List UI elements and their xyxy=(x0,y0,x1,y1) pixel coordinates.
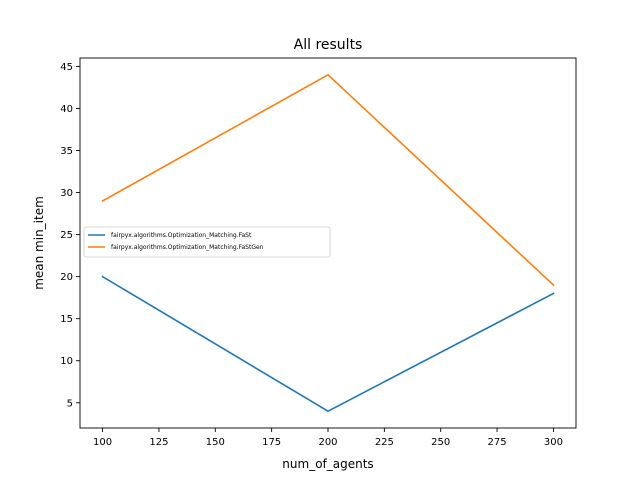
y-tick-label: 5 xyxy=(67,398,73,409)
legend-label-1: fairpyx.algorithms.Optimization_Matching… xyxy=(111,232,252,239)
legend: fairpyx.algorithms.Optimization_Matching… xyxy=(83,226,331,258)
y-tick-label: 15 xyxy=(60,314,73,325)
chart-title: All results xyxy=(294,37,363,53)
y-tick-label: 45 xyxy=(60,62,73,73)
x-tick-label: 225 xyxy=(375,437,394,448)
y-tick-label: 10 xyxy=(60,356,73,367)
x-axis-label: num_of_agents xyxy=(282,457,373,471)
series-line-1 xyxy=(101,275,555,412)
legend-label-2: fairpyx.algorithms.Optimization_Matching… xyxy=(111,244,264,251)
x-tick-label: 175 xyxy=(262,437,281,448)
y-tick-label: 25 xyxy=(60,230,73,241)
y-axis-label: mean min_item xyxy=(32,196,46,290)
x-tick-label: 200 xyxy=(318,437,337,448)
x-tick-label: 275 xyxy=(488,437,507,448)
x-tick-label: 125 xyxy=(149,437,168,448)
x-tick-label: 250 xyxy=(431,437,450,448)
x-tick-label: 300 xyxy=(544,437,563,448)
plot-area: 100 125 150 175 200 225 250 275 300 5 10 15 20 25 30 35… xyxy=(60,57,577,448)
legend-box xyxy=(83,226,331,258)
x-tick-label: 150 xyxy=(206,437,225,448)
y-tick-label: 20 xyxy=(60,272,73,283)
y-tick-label: 30 xyxy=(60,188,73,199)
y-tick-label: 40 xyxy=(60,104,73,115)
series-line-2 xyxy=(101,74,555,287)
y-tick-label: 35 xyxy=(60,146,73,157)
x-tick-label: 100 xyxy=(93,437,112,448)
